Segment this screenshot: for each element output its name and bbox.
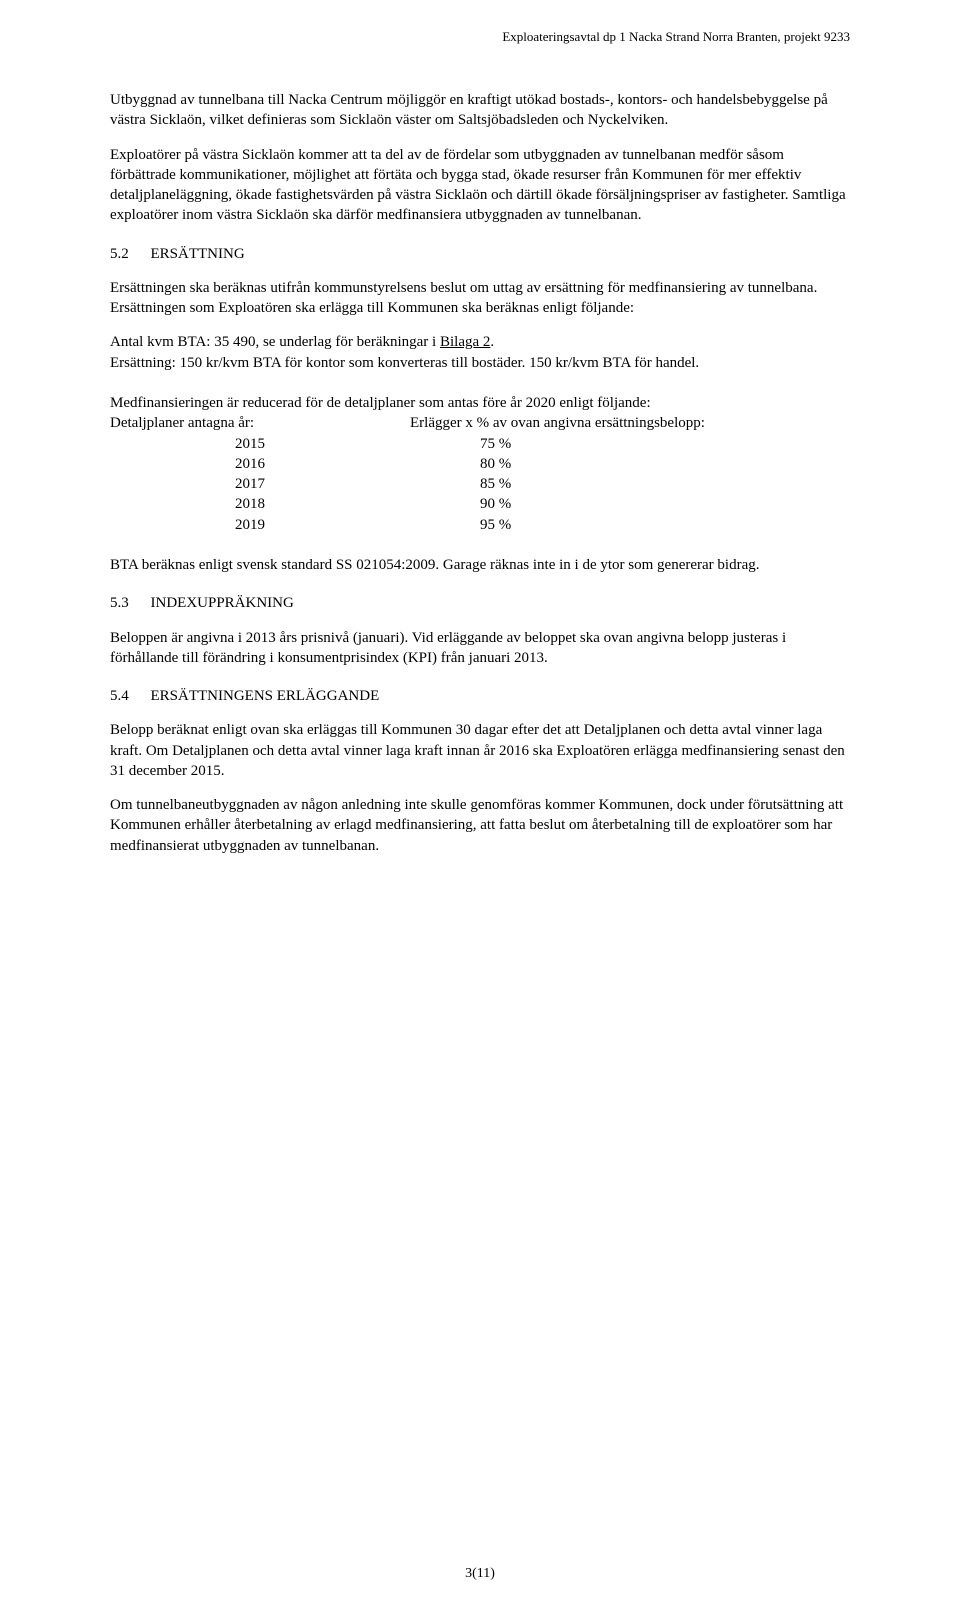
year-cell: 2017 xyxy=(110,474,360,494)
intro-row: Detaljplaner antagna år: Erlägger x % av… xyxy=(110,413,850,433)
pct-cell: 95 % xyxy=(360,515,680,535)
text: . xyxy=(490,334,494,350)
section-number: 5.3 xyxy=(110,595,129,611)
paragraph: Ersättning: 150 kr/kvm BTA för kontor so… xyxy=(110,353,850,373)
paragraph: Utbyggnad av tunnelbana till Nacka Centr… xyxy=(110,90,850,131)
paragraph: Exploatörer på västra Sicklaön kommer at… xyxy=(110,145,850,226)
section-heading-5-3: 5.3 INDEXUPPRÄKNING xyxy=(110,593,850,613)
pct-cell: 90 % xyxy=(360,494,680,514)
table-row: 201995 % xyxy=(110,515,850,535)
paragraph: Ersättningen ska beräknas utifrån kommun… xyxy=(110,278,850,319)
col-header-pct: Erlägger x % av ovan angivna ersättnings… xyxy=(410,413,710,433)
text: Antal kvm BTA: 35 490, se underlag för b… xyxy=(110,334,440,350)
section-number: 5.2 xyxy=(110,246,129,262)
year-cell: 2016 xyxy=(110,454,360,474)
paragraph: BTA beräknas enligt svensk standard SS 0… xyxy=(110,555,850,575)
year-cell: 2018 xyxy=(110,494,360,514)
section-title: ERSÄTTNINGENS ERLÄGGANDE xyxy=(151,688,380,704)
paragraph-block: Antal kvm BTA: 35 490, se underlag för b… xyxy=(110,332,850,373)
year-table: 201575 %201680 %201785 %201890 %201995 % xyxy=(110,434,850,535)
col-header-years: Detaljplaner antagna år: xyxy=(110,413,410,433)
page-number: 3(11) xyxy=(465,1565,495,1584)
table-row: 201680 % xyxy=(110,454,850,474)
year-cell: 2015 xyxy=(110,434,360,454)
paragraph: Beloppen är angivna i 2013 års prisnivå … xyxy=(110,628,850,669)
table-row: 201785 % xyxy=(110,474,850,494)
medfin-block: Medfinansieringen är reducerad för de de… xyxy=(110,393,850,535)
section-number: 5.4 xyxy=(110,688,129,704)
paragraph: Antal kvm BTA: 35 490, se underlag för b… xyxy=(110,332,850,352)
document-body: Utbyggnad av tunnelbana till Nacka Centr… xyxy=(110,90,850,856)
section-heading-5-2: 5.2 ERSÄTTNING xyxy=(110,244,850,264)
paragraph: Medfinansieringen är reducerad för de de… xyxy=(110,393,850,413)
year-cell: 2019 xyxy=(110,515,360,535)
bilaga-link: Bilaga 2 xyxy=(440,334,490,350)
table-row: 201890 % xyxy=(110,494,850,514)
pct-cell: 80 % xyxy=(360,454,680,474)
section-title: INDEXUPPRÄKNING xyxy=(151,595,294,611)
section-title: ERSÄTTNING xyxy=(151,246,245,262)
paragraph: Om tunnelbaneutbyggnaden av någon anledn… xyxy=(110,795,850,856)
pct-cell: 75 % xyxy=(360,434,680,454)
paragraph: Belopp beräknat enligt ovan ska erläggas… xyxy=(110,720,850,781)
table-row: 201575 % xyxy=(110,434,850,454)
section-heading-5-4: 5.4 ERSÄTTNINGENS ERLÄGGANDE xyxy=(110,686,850,706)
page-header: Exploateringsavtal dp 1 Nacka Strand Nor… xyxy=(502,28,850,46)
pct-cell: 85 % xyxy=(360,474,680,494)
